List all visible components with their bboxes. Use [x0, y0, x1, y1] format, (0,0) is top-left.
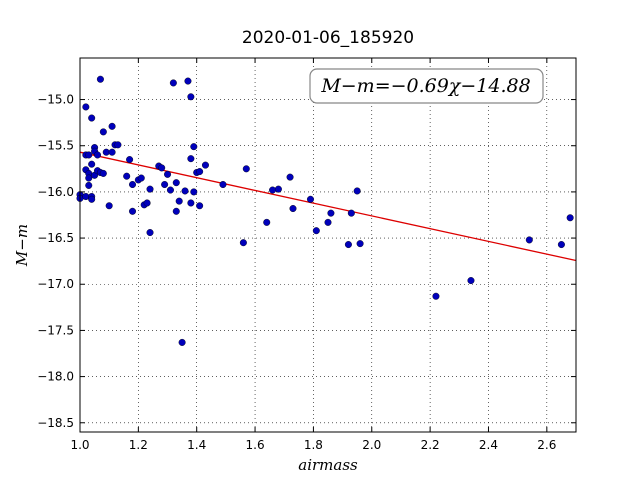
data-point [88, 114, 96, 122]
equation-box-frame [309, 68, 544, 104]
data-point [129, 207, 137, 215]
y-tick-label: −16.0 [37, 185, 74, 199]
data-point [347, 209, 355, 217]
data-point [85, 181, 93, 189]
data-point [169, 79, 177, 87]
data-point [146, 229, 154, 237]
y-tick-label: −16.5 [37, 231, 74, 245]
data-point [190, 143, 198, 151]
y-tick-label: −15.0 [37, 93, 74, 107]
data-point [184, 77, 192, 85]
x-tick-label: 1.6 [246, 438, 265, 452]
data-points [76, 75, 574, 346]
x-tick-label: 2.0 [362, 438, 381, 452]
data-point [356, 240, 364, 248]
data-point [129, 181, 137, 189]
data-point [88, 160, 96, 168]
x-axis-label: airmass [298, 456, 358, 474]
data-point [312, 227, 320, 235]
data-point [219, 181, 227, 189]
y-tick-label: −18.5 [37, 416, 74, 430]
x-tick-label: 1.4 [187, 438, 206, 452]
data-point [94, 151, 102, 159]
equation-box: M−m=−0.69χ−14.88 [309, 68, 544, 104]
data-point [172, 207, 180, 215]
data-point [175, 197, 183, 205]
y-tick-label: −18.0 [37, 370, 74, 384]
y-axis: −15.0 −15.5 −16.0 −16.5 −17.0 −17.5 −18.0 −18.5 [37, 93, 576, 430]
x-tick-label: 2.4 [479, 438, 498, 452]
data-point [99, 169, 107, 177]
data-point [85, 174, 93, 182]
data-point [289, 205, 297, 213]
data-point [190, 188, 198, 196]
data-point [196, 202, 204, 210]
data-point [161, 181, 169, 189]
data-point [82, 103, 90, 111]
data-point [105, 202, 113, 210]
data-point [172, 179, 180, 187]
chart-title: 2020-01-06_185920 [242, 28, 414, 48]
data-point [126, 156, 134, 164]
data-point [306, 195, 314, 203]
data-point [201, 161, 209, 169]
data-point [274, 185, 282, 193]
x-tick-label: 1.0 [70, 438, 89, 452]
data-point [164, 170, 172, 178]
y-tick-label: −17.0 [37, 277, 74, 291]
data-point [525, 236, 533, 244]
data-point [196, 168, 204, 176]
data-point [187, 199, 195, 207]
plot-frame [79, 57, 577, 433]
data-point [269, 186, 277, 194]
data-point [187, 93, 195, 101]
data-point [286, 173, 294, 181]
data-point [146, 185, 154, 193]
x-axis: 1.0 1.2 1.4 1.6 1.8 2.0 2.2 2.4 2.6 [70, 58, 556, 452]
data-point [82, 193, 90, 201]
data-point [327, 209, 335, 217]
x-tick-label: 2.6 [537, 438, 556, 452]
data-point [432, 292, 440, 300]
data-point [181, 187, 189, 195]
data-point [143, 199, 151, 207]
data-point [187, 155, 195, 163]
data-point [108, 122, 116, 130]
data-point [467, 277, 475, 285]
data-point [114, 141, 122, 149]
data-point [166, 186, 174, 194]
data-point [239, 239, 247, 247]
data-point [96, 75, 104, 83]
data-point [102, 148, 110, 156]
equation-text: M−m=−0.69χ−14.88 [320, 75, 530, 97]
data-point [158, 164, 166, 172]
data-point [263, 218, 271, 226]
data-point [85, 151, 93, 159]
data-point [324, 218, 332, 226]
data-point [353, 187, 361, 195]
data-point [108, 148, 116, 156]
data-point [123, 172, 131, 180]
data-point [137, 174, 145, 182]
data-point [178, 338, 186, 346]
y-axis-label: M−m [13, 224, 31, 267]
y-tick-label: −15.5 [37, 139, 74, 153]
data-point [557, 241, 565, 249]
x-tick-label: 2.2 [421, 438, 440, 452]
data-point [99, 128, 107, 136]
data-point [88, 195, 96, 203]
x-tick-label: 1.2 [129, 438, 148, 452]
data-point [344, 241, 352, 249]
x-tick-label: 1.8 [304, 438, 323, 452]
data-point [566, 214, 574, 222]
y-tick-label: −17.5 [37, 323, 74, 337]
data-point [242, 165, 250, 173]
